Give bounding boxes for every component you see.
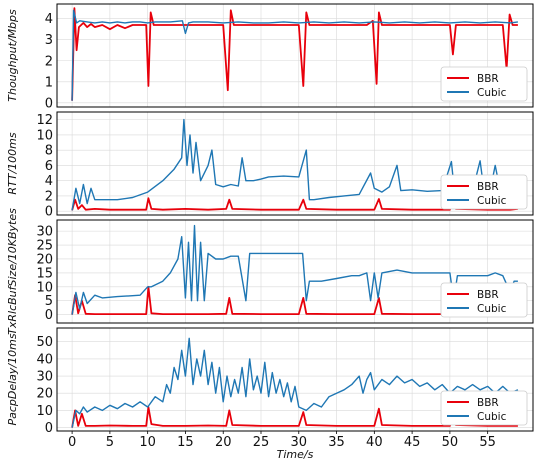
legend-label-cubic: Cubic <box>477 195 507 207</box>
x-tick-label: 15 <box>177 435 194 450</box>
legend-label-bbr: BBR <box>477 397 499 409</box>
series-line-bbr <box>71 406 518 428</box>
x-tick-label: 35 <box>328 435 345 450</box>
y-tick-label: 5 <box>45 294 53 309</box>
panel-frame <box>56 327 534 432</box>
x-tick-label: 55 <box>479 435 496 450</box>
y-tick-label: 0 <box>45 96 53 111</box>
legend: BBR Cubic <box>440 282 528 318</box>
legend-label-bbr: BBR <box>477 73 499 85</box>
panel-frame <box>56 111 534 216</box>
legend-label-cubic: Cubic <box>477 411 507 423</box>
y-tick-label: 4 <box>45 174 53 189</box>
y-axis-label: Thoughput/Mbps <box>6 9 19 102</box>
y-tick-label: 40 <box>36 352 53 367</box>
y-tick-label: 0 <box>45 421 53 436</box>
series-line-cubic <box>71 337 519 428</box>
x-tick-label: 25 <box>253 435 270 450</box>
y-tick-label: 2 <box>45 189 53 204</box>
legend: BBR Cubic <box>440 174 528 210</box>
x-tick-label: 50 <box>442 435 459 450</box>
legend: BBR Cubic <box>440 390 528 426</box>
panel-frame <box>56 219 534 324</box>
y-tick-label: 15 <box>36 266 53 281</box>
y-tick-label: 2 <box>45 54 53 69</box>
y-tick-label: 10 <box>36 128 53 143</box>
y-axis-label: TxRlcBufSize/10KBytes <box>6 208 19 335</box>
y-tick-label: 12 <box>36 113 53 128</box>
y-tick-label: 50 <box>36 335 53 350</box>
y-tick-label: 3 <box>45 33 53 48</box>
series-line-cubic <box>71 9 518 101</box>
x-tick-label: 20 <box>215 435 232 450</box>
series-line-cubic <box>71 118 519 211</box>
y-tick-label: 30 <box>36 225 53 240</box>
y-tick-label: 1 <box>45 75 53 90</box>
legend-label-cubic: Cubic <box>477 87 507 99</box>
legend-label-bbr: BBR <box>477 181 499 193</box>
series-line-bbr <box>71 7 518 101</box>
y-tick-label: 8 <box>45 144 53 159</box>
y-axis-label: PacpDelay/10ms <box>6 333 19 425</box>
y-tick-label: 0 <box>45 205 53 220</box>
y-tick-label: 25 <box>36 239 53 254</box>
y-tick-label: 6 <box>45 159 53 174</box>
legend: BBR Cubic <box>440 66 528 102</box>
x-tick-label: 45 <box>404 435 421 450</box>
y-tick-label: 20 <box>36 252 53 267</box>
y-tick-label: 10 <box>36 404 53 419</box>
legend-label-bbr: BBR <box>477 289 499 301</box>
y-tick-label: 0 <box>45 308 53 323</box>
series-line-cubic <box>71 224 518 315</box>
y-tick-label: 10 <box>36 280 53 295</box>
x-tick-label: 30 <box>291 435 308 450</box>
x-axis-label: Time/s <box>277 448 314 461</box>
legend-label-cubic: Cubic <box>477 303 507 315</box>
y-axis-label: RTT/100ms <box>6 132 19 194</box>
panel-4: 0 10 20 30 40 50 PacpDelay/10ms BBR Cubic 0 5 10 15 2… <box>6 327 534 450</box>
y-tick-label: 30 <box>36 370 53 385</box>
x-tick-label: 0 <box>68 435 76 450</box>
y-tick-label: 4 <box>45 12 53 27</box>
y-tick-label: 20 <box>36 387 53 402</box>
panel-1: 0 1 2 3 4 Thoughput/Mbps BBR Cubic <box>6 3 534 111</box>
series-line-bbr <box>71 197 518 211</box>
x-tick-label: 10 <box>139 435 156 450</box>
x-tick-label: 40 <box>366 435 383 450</box>
x-tick-label: 5 <box>106 435 114 450</box>
panel-frame <box>56 3 534 108</box>
